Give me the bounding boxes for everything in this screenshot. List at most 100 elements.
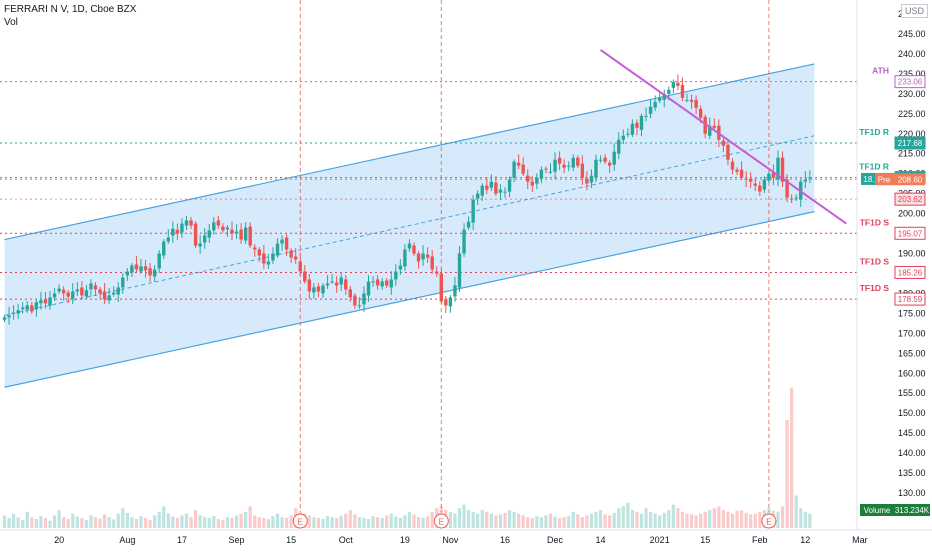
candle-body [612,151,616,165]
volume-bar [653,513,657,528]
volume-bar [476,513,480,528]
volume-bar [539,517,543,528]
candle-body [567,165,571,167]
candle-body [621,135,625,140]
volume-bar [749,514,753,528]
candle-body [685,99,689,101]
volume-bar [407,511,412,528]
candle-body [680,84,685,98]
candle-body [721,140,726,146]
candle-body [726,144,730,160]
volume-bar [39,516,43,528]
time-tick-label: 14 [596,535,606,545]
candle-body [134,264,139,270]
volume-bar [98,518,102,528]
volume-bar [398,517,402,528]
candle-body [230,229,234,234]
volume-bar [494,515,498,528]
candle-body [212,222,216,231]
candle-body [808,177,812,179]
volume-bar [244,511,248,528]
candle-body [180,223,184,233]
volume-bar [421,517,425,528]
volume-bar [603,514,607,528]
price-tick-label: 165.00 [898,348,926,358]
candle-body [366,281,371,296]
candle-body [257,249,261,256]
volume-bar [512,511,516,528]
volume-bar [485,511,489,528]
volume-bar [558,517,562,528]
candle-body [607,162,612,166]
candle-body [762,179,767,190]
level-tag-label: TF1D S [860,256,890,266]
candle-body [234,231,239,234]
pre-market-value: 208.60 [898,175,923,184]
volume-bar [507,510,512,528]
candle-body [589,175,594,183]
candle-body [767,173,771,181]
volume-bar [353,514,357,528]
candle-body [189,220,193,226]
candle-body [262,253,266,264]
candle-body [644,115,648,117]
volume-bar [366,519,371,528]
candle-body [98,289,102,294]
volume-bar [16,517,20,528]
volume-bar [157,511,161,528]
volume-bar [808,513,812,528]
volume-bar [221,520,225,528]
candle-body [107,295,111,301]
volume-bar [799,508,803,528]
candle-body [594,159,598,178]
volume-bar [376,517,380,528]
time-tick-label: 2021 [650,535,670,545]
volume-bar [198,515,202,528]
price-tick-label: 175.00 [898,308,926,318]
volume-bar [89,515,93,528]
candle-body [175,229,180,234]
time-tick-label: Dec [547,535,564,545]
volume-bar [689,514,694,528]
candle-body [462,229,466,254]
time-tick-label: Nov [442,535,459,545]
candle-body [480,185,484,196]
symbol-title: FERRARI N V, 1D, Cboe BZX [4,4,137,15]
volume-bar [385,515,389,528]
volume-bar [153,515,157,528]
earnings-marker-label: E [298,518,303,527]
candle-body [239,229,243,240]
candle-body [385,280,389,286]
candle-body [617,139,621,154]
candle-body [794,197,798,199]
volume-bar [34,519,38,528]
candle-body [11,312,16,314]
candle-body [425,254,430,258]
volume-bar [285,517,289,528]
candle-body [648,106,653,114]
currency-badge[interactable]: USD [900,4,928,18]
volume-bar [225,517,230,528]
candle-body [152,269,157,277]
volume-bar [134,519,139,528]
volume-bar [703,511,707,528]
candle-body [43,299,48,304]
time-tick-label: 17 [177,535,187,545]
candle-body [162,241,166,256]
volume-bar [598,510,603,528]
candle-body [435,271,439,274]
candle-body [21,307,25,310]
volume-bar [785,420,789,528]
volume-bar [75,516,79,528]
level-tag-label: TF1D S [860,217,890,227]
candle-body [157,253,161,269]
volume-bar [585,515,589,528]
volume-bar [430,511,434,528]
candle-body [193,223,198,246]
candle-body [526,175,530,182]
low-label-box [894,192,926,206]
volume-bar [25,511,29,528]
volume-bar [66,519,70,528]
